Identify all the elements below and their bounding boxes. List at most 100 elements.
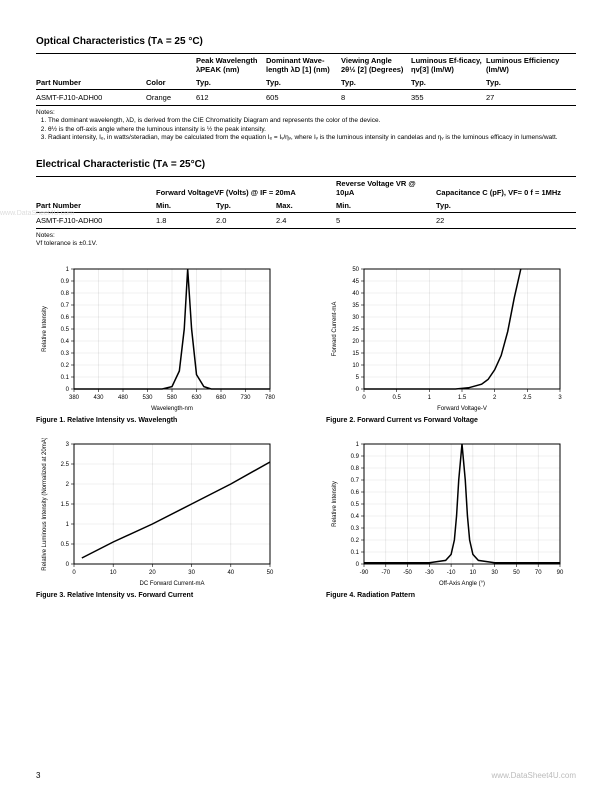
col-vf: Forward VoltageVF (Volts) @ IF = 20mA bbox=[156, 176, 336, 199]
svg-text:DC Forward Current-mA: DC Forward Current-mA bbox=[139, 581, 204, 587]
svg-text:0.1: 0.1 bbox=[351, 550, 360, 556]
svg-text:0.2: 0.2 bbox=[351, 538, 360, 544]
svg-text:Forward Current-mA: Forward Current-mA bbox=[332, 301, 338, 356]
col-cap: Capacitance C (pF), VF= 0 f = 1MHz bbox=[436, 176, 576, 199]
chart-radiation-pattern: -90 -70 -50 -30 -10 10 30 50 70 90 0 0.1 0.2 0.3 0.4 0.… bbox=[326, 438, 566, 588]
svg-text:20: 20 bbox=[149, 570, 156, 576]
svg-text:1: 1 bbox=[66, 522, 70, 528]
svg-text:1: 1 bbox=[356, 442, 360, 448]
svg-text:780: 780 bbox=[265, 395, 276, 401]
col-color: Color bbox=[146, 76, 196, 90]
svg-text:3: 3 bbox=[66, 442, 70, 448]
svg-text:0.4: 0.4 bbox=[61, 339, 70, 345]
svg-text:0.6: 0.6 bbox=[351, 490, 360, 496]
svg-text:-50: -50 bbox=[403, 570, 412, 576]
svg-text:2.5: 2.5 bbox=[523, 395, 532, 401]
svg-text:0.6: 0.6 bbox=[61, 315, 70, 321]
svg-text:0.5: 0.5 bbox=[61, 542, 70, 548]
chart1-caption: Figure 1. Relative Intensity vs. Wavelen… bbox=[36, 417, 286, 424]
svg-text:680: 680 bbox=[216, 395, 227, 401]
chart-intensity-current: 0102030405000.511.522.53DC Forward Curre… bbox=[36, 438, 276, 588]
electrical-table: Forward VoltageVF (Volts) @ IF = 20mA Re… bbox=[36, 176, 576, 229]
svg-text:25: 25 bbox=[352, 327, 359, 333]
svg-text:Relative Intensity: Relative Intensity bbox=[42, 306, 48, 352]
optical-title: Optical Characteristics (Tᴀ = 25 °C) bbox=[36, 36, 576, 47]
svg-text:0: 0 bbox=[66, 387, 70, 393]
svg-text:-90: -90 bbox=[360, 570, 369, 576]
svg-text:0: 0 bbox=[356, 387, 360, 393]
svg-text:0.8: 0.8 bbox=[351, 466, 360, 472]
svg-text:70: 70 bbox=[535, 570, 542, 576]
svg-text:0: 0 bbox=[356, 562, 360, 568]
electrical-title: Electrical Characteristic (Tᴀ = 25°C) bbox=[36, 159, 576, 170]
svg-text:0.3: 0.3 bbox=[61, 351, 70, 357]
svg-text:0.1: 0.1 bbox=[61, 375, 70, 381]
svg-text:-10: -10 bbox=[447, 570, 456, 576]
svg-text:Forward Voltage-V: Forward Voltage-V bbox=[437, 406, 487, 412]
svg-text:0: 0 bbox=[66, 562, 70, 568]
table-row: ASMT-FJ10-ADH00 1.8 2.0 2.4 5 22 bbox=[36, 212, 576, 228]
svg-text:1.5: 1.5 bbox=[61, 502, 70, 508]
footer-right: www.DataSheet4U.com bbox=[492, 771, 576, 780]
svg-text:0: 0 bbox=[72, 570, 76, 576]
svg-text:10: 10 bbox=[470, 570, 477, 576]
chart4-caption: Figure 4. Radiation Pattern bbox=[326, 592, 576, 599]
svg-text:5: 5 bbox=[356, 375, 360, 381]
svg-text:0.9: 0.9 bbox=[351, 454, 360, 460]
svg-text:430: 430 bbox=[93, 395, 104, 401]
page-number: 3 bbox=[36, 771, 40, 780]
svg-text:90: 90 bbox=[557, 570, 564, 576]
chart-current-voltage: 00.511.522.5305101520253035404550Forward… bbox=[326, 263, 566, 413]
col-part: Part Number bbox=[36, 76, 146, 90]
svg-text:30: 30 bbox=[491, 570, 498, 576]
svg-text:380: 380 bbox=[69, 395, 80, 401]
col-lumeff: Luminous Efficiency (lm/W) bbox=[486, 54, 576, 77]
svg-text:Off-Axis Angle (°): Off-Axis Angle (°) bbox=[439, 581, 485, 587]
svg-text:530: 530 bbox=[142, 395, 153, 401]
chart2-caption: Figure 2. Forward Current vs Forward Vol… bbox=[326, 417, 576, 424]
svg-text:0: 0 bbox=[362, 395, 366, 401]
svg-text:-70: -70 bbox=[381, 570, 390, 576]
svg-text:40: 40 bbox=[352, 291, 359, 297]
table-row: ASMT-FJ10-ADH00 Orange 612 605 8 355 27 bbox=[36, 90, 576, 106]
chart3-caption: Figure 3. Relative Intensity vs. Forward… bbox=[36, 592, 286, 599]
svg-text:-30: -30 bbox=[425, 570, 434, 576]
svg-text:30: 30 bbox=[352, 315, 359, 321]
svg-text:0.3: 0.3 bbox=[351, 526, 360, 532]
svg-text:10: 10 bbox=[110, 570, 117, 576]
svg-text:0.7: 0.7 bbox=[61, 303, 70, 309]
svg-text:1.5: 1.5 bbox=[458, 395, 467, 401]
svg-text:Relative Intensity: Relative Intensity bbox=[332, 481, 338, 527]
optical-table: Peak Wavelength λPEAK (nm) Dominant Wave… bbox=[36, 53, 576, 106]
svg-text:480: 480 bbox=[118, 395, 129, 401]
svg-text:0.9: 0.9 bbox=[61, 279, 70, 285]
svg-text:630: 630 bbox=[191, 395, 202, 401]
svg-text:0.5: 0.5 bbox=[392, 395, 401, 401]
col-view: Viewing Angle 2θ½ [2] (Degrees) bbox=[341, 54, 411, 77]
chart-intensity-wavelength: 38043048053058063068073078000.10.20.30.4… bbox=[36, 263, 276, 413]
svg-text:50: 50 bbox=[352, 267, 359, 273]
svg-text:2: 2 bbox=[493, 395, 497, 401]
svg-text:0.8: 0.8 bbox=[61, 291, 70, 297]
svg-text:15: 15 bbox=[352, 351, 359, 357]
svg-text:730: 730 bbox=[240, 395, 251, 401]
col-vr: Reverse Voltage VR @ 10μA bbox=[336, 176, 436, 199]
svg-text:20: 20 bbox=[352, 339, 359, 345]
svg-text:50: 50 bbox=[267, 570, 274, 576]
optical-notes: Notes: The dominant wavelength, λD, is d… bbox=[36, 109, 576, 143]
col-dom: Dominant Wave-length λD [1] (nm) bbox=[266, 54, 341, 77]
svg-text:10: 10 bbox=[352, 363, 359, 369]
svg-text:50: 50 bbox=[513, 570, 520, 576]
svg-text:0.4: 0.4 bbox=[351, 514, 360, 520]
svg-text:35: 35 bbox=[352, 303, 359, 309]
svg-text:Wavelength-nm: Wavelength-nm bbox=[151, 406, 193, 412]
svg-text:2.5: 2.5 bbox=[61, 462, 70, 468]
svg-text:580: 580 bbox=[167, 395, 178, 401]
svg-text:45: 45 bbox=[352, 279, 359, 285]
col-eff: Luminous Ef-ficacy, ηv[3] (lm/W) bbox=[411, 54, 486, 77]
svg-text:30: 30 bbox=[188, 570, 195, 576]
svg-text:0.5: 0.5 bbox=[61, 327, 70, 333]
svg-text:3: 3 bbox=[558, 395, 562, 401]
svg-text:0.7: 0.7 bbox=[351, 478, 360, 484]
watermark: www.DataSheet4U.com bbox=[0, 210, 74, 217]
